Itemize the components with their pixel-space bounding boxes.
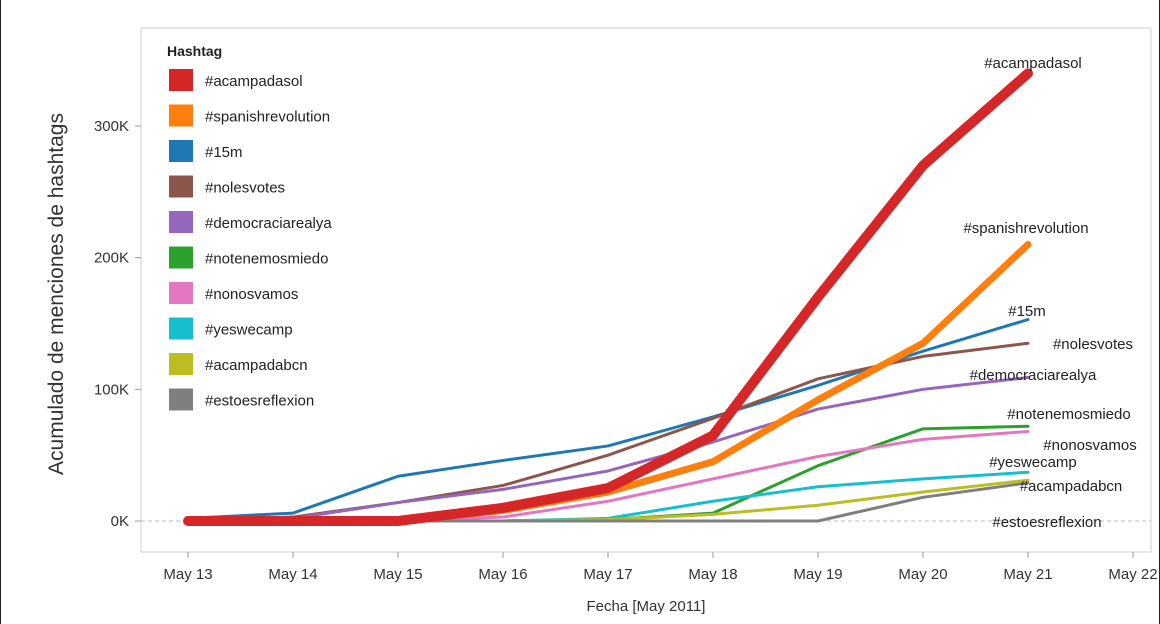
x-tick-label: May 13 [163, 566, 212, 583]
series-line-democraciarealya [186, 375, 1030, 523]
end-label: #notenemosmiedo [1007, 406, 1130, 423]
x-axis-title: Fecha [May 2011] [587, 598, 706, 615]
x-tick-label: May 20 [898, 566, 947, 583]
x-tick-label: May 16 [478, 566, 527, 583]
end-label: #acampadabcn [1020, 478, 1123, 495]
x-tick-label: May 17 [583, 566, 632, 583]
legend-label: #nonosvamos [205, 286, 298, 303]
legend-label: #notenemosmiedo [205, 251, 328, 268]
end-label: #nonosvamos [1043, 437, 1136, 454]
legend-title: Hashtag [167, 43, 222, 59]
x-tick-label: May 18 [688, 566, 737, 583]
y-axis-title: Acumulado de menciones de hashtags [45, 113, 68, 475]
legend-label: #acampadabcn [205, 357, 308, 374]
x-tick-label: May 14 [268, 566, 317, 583]
y-tick-label: 100K [94, 381, 129, 398]
legend-label: #15m [205, 144, 243, 161]
end-label: #yeswecamp [989, 454, 1077, 471]
legend-swatch [169, 317, 193, 340]
end-label: #nolesvotes [1053, 336, 1133, 353]
legend-swatch [169, 282, 193, 304]
legend-swatch [169, 140, 193, 162]
end-label: #estoesreflexion [992, 514, 1101, 531]
legend-swatch [169, 246, 193, 269]
x-tick-label: May 22 [1108, 566, 1157, 583]
legend-label: #nolesvotes [205, 180, 285, 197]
x-tick-label: May 21 [1003, 566, 1052, 583]
legend-label: #democraciarealya [205, 215, 332, 232]
x-tick-label: May 15 [373, 566, 422, 583]
legend-swatch [169, 353, 193, 375]
end-label: #spanishrevolution [963, 220, 1088, 237]
legend-swatch [169, 211, 193, 233]
plot-area [140, 27, 1152, 553]
legend-label: #yeswecamp [205, 322, 293, 339]
legend-swatch [169, 175, 193, 198]
y-tick-label: 300K [94, 118, 129, 135]
end-label: #15m [1008, 303, 1046, 320]
legend-label: #acampadasol [205, 73, 303, 90]
legend-swatch [169, 388, 193, 411]
end-label: #acampadasol [984, 55, 1082, 72]
legend-label: #estoesreflexion [205, 393, 314, 410]
end-label: #democraciarealya [970, 367, 1097, 384]
x-tick-label: May 19 [793, 566, 842, 583]
legend-label: #spanishrevolution [205, 109, 330, 126]
legend-swatch [169, 69, 193, 91]
series-line-acampadasol [183, 68, 1033, 526]
y-tick-label: 0K [111, 513, 129, 530]
legend-swatch [169, 104, 193, 127]
y-tick-label: 200K [94, 250, 129, 267]
